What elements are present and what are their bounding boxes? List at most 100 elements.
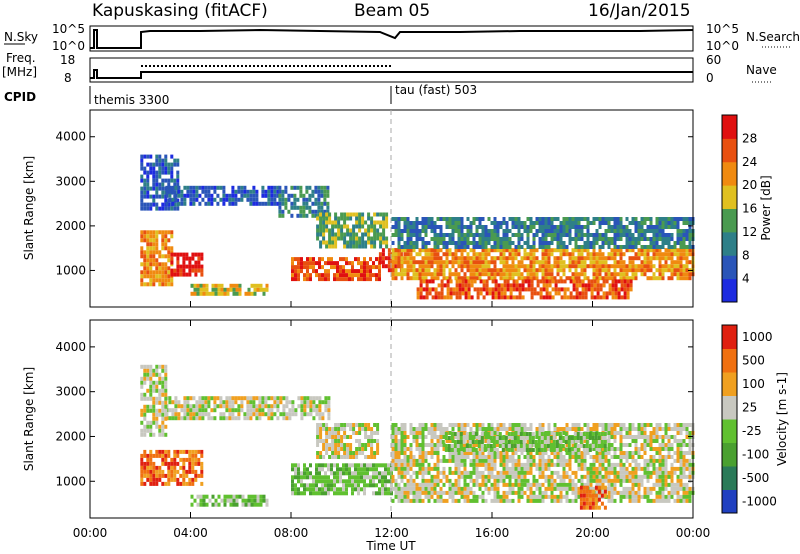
data-cell xyxy=(607,482,611,487)
data-cell xyxy=(149,376,153,381)
data-cell xyxy=(306,412,310,417)
data-cell xyxy=(140,453,144,458)
data-cell xyxy=(367,427,371,431)
data-cell xyxy=(646,237,650,241)
data-cell xyxy=(616,260,620,265)
data-cell xyxy=(152,282,156,287)
data-cell xyxy=(466,482,470,487)
data-cell xyxy=(454,229,458,233)
data-cell xyxy=(143,186,147,191)
data-cell xyxy=(322,220,326,225)
data-cell xyxy=(161,166,165,171)
data-cell xyxy=(424,478,428,483)
data-cell xyxy=(464,291,468,296)
data-cell xyxy=(649,245,653,249)
data-cell xyxy=(649,462,653,467)
data-cell xyxy=(360,277,363,282)
data-cell xyxy=(299,209,303,214)
data-cell xyxy=(634,268,638,273)
data-cell xyxy=(520,272,524,277)
data-cell xyxy=(682,268,686,273)
data-cell xyxy=(373,228,377,233)
data-cell xyxy=(322,224,326,229)
data-cell xyxy=(688,252,692,257)
data-cell xyxy=(461,291,465,296)
data-cell xyxy=(140,206,144,211)
data-cell xyxy=(523,466,527,471)
data-cell xyxy=(369,273,372,278)
data-cell xyxy=(685,264,689,269)
data-cell xyxy=(238,494,242,499)
data-cell xyxy=(161,432,165,437)
data-cell xyxy=(394,482,398,487)
data-cell xyxy=(361,240,365,245)
data-cell xyxy=(167,282,171,287)
data-cell xyxy=(281,201,285,206)
data-cell xyxy=(469,451,473,455)
data-cell xyxy=(415,439,419,443)
data-cell xyxy=(619,455,623,459)
data-cell xyxy=(294,487,297,492)
data-cell xyxy=(430,435,434,439)
data-cell xyxy=(140,408,144,413)
data-cell xyxy=(460,423,464,427)
data-cell xyxy=(523,462,527,467)
data-cell xyxy=(394,486,398,491)
data-cell xyxy=(583,217,587,221)
data-cell xyxy=(210,185,214,190)
data-cell xyxy=(688,490,692,495)
data-cell xyxy=(403,470,407,475)
data-cell xyxy=(198,396,202,401)
data-cell xyxy=(475,435,479,439)
freq-trace xyxy=(90,69,693,79)
data-cell xyxy=(207,416,211,421)
data-cell xyxy=(276,201,280,206)
data-cell xyxy=(234,189,238,194)
data-cell xyxy=(583,225,587,229)
data-cell xyxy=(622,443,626,447)
data-cell xyxy=(349,236,353,241)
data-cell xyxy=(421,482,425,487)
data-cell xyxy=(448,225,452,229)
data-cell xyxy=(152,166,156,171)
data-cell xyxy=(403,451,407,455)
data-cell xyxy=(499,268,503,273)
data-cell xyxy=(439,470,443,475)
data-cell xyxy=(590,291,594,296)
data-cell xyxy=(291,273,294,278)
data-cell xyxy=(164,461,168,466)
data-cell xyxy=(535,221,539,225)
data-cell xyxy=(613,264,617,269)
data-cell xyxy=(562,233,566,237)
velocity-data-cells xyxy=(140,364,695,510)
data-cell xyxy=(346,224,350,229)
data-cell xyxy=(611,295,615,300)
data-cell xyxy=(155,258,159,263)
data-cell xyxy=(146,396,150,401)
data-cell xyxy=(394,248,398,253)
data-cell xyxy=(604,237,608,241)
data-cell xyxy=(442,245,446,249)
data-cell xyxy=(433,466,437,471)
data-cell xyxy=(200,252,204,257)
data-cell xyxy=(622,260,626,265)
data-cell xyxy=(176,170,180,175)
data-cell xyxy=(578,279,582,284)
data-cell xyxy=(267,193,271,198)
data-cell xyxy=(607,486,611,491)
data-cell xyxy=(305,205,309,210)
data-cell xyxy=(550,470,554,475)
data-cell xyxy=(676,217,680,221)
data-cell xyxy=(164,230,168,235)
data-cell xyxy=(207,185,211,190)
data-cell xyxy=(602,291,606,296)
data-cell xyxy=(670,264,674,269)
data-cell xyxy=(220,287,224,292)
data-cell xyxy=(598,470,602,475)
data-cell xyxy=(463,264,467,269)
data-cell xyxy=(237,412,241,417)
data-cell xyxy=(592,245,596,249)
data-cell xyxy=(152,186,156,191)
data-cell xyxy=(511,423,515,427)
data-cell xyxy=(682,474,686,479)
